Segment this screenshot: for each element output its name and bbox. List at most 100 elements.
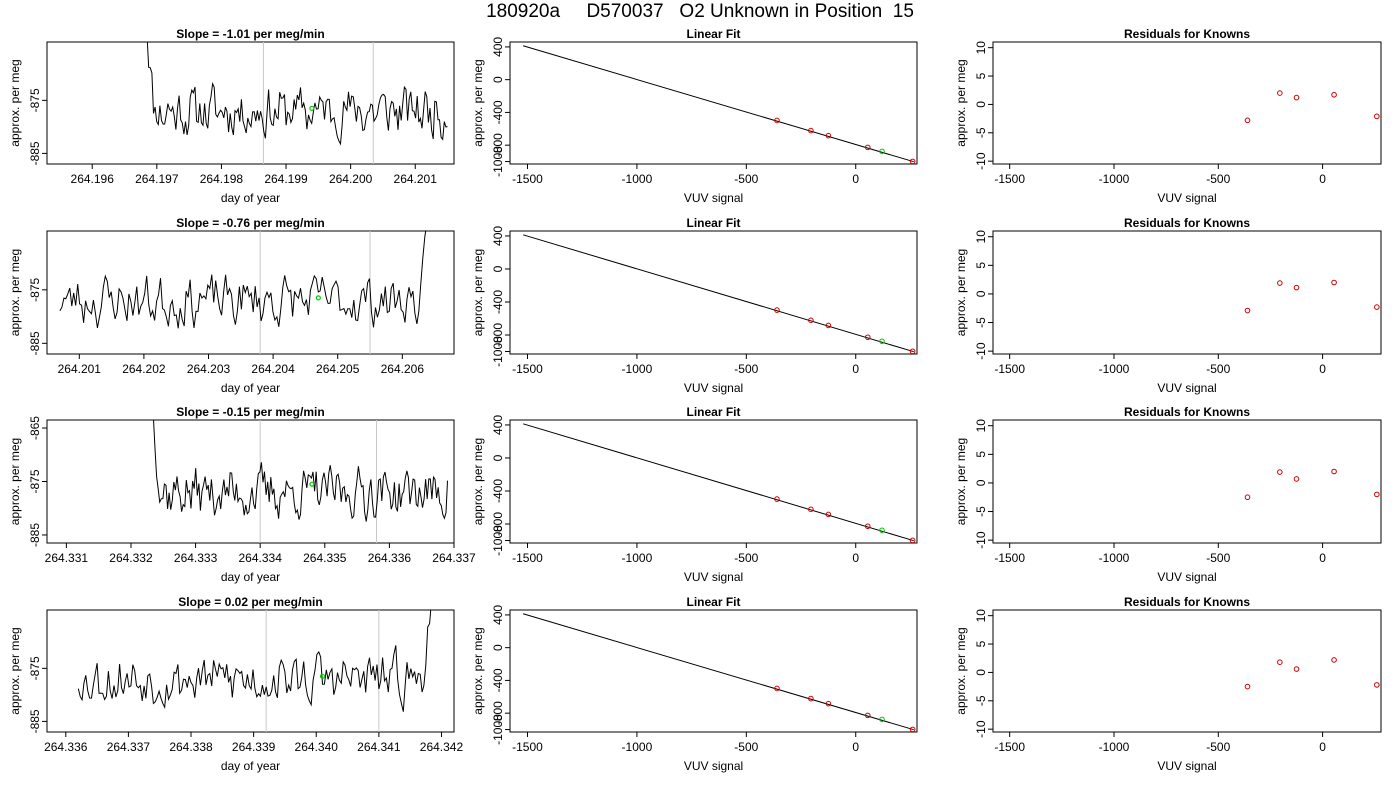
x-axis-label: day of year: [221, 191, 280, 205]
y-axis-label: approx. per meg: [471, 249, 485, 336]
x-tick-label: 0: [852, 740, 859, 754]
panel-title: Residuals for Knowns: [1124, 595, 1250, 609]
y-tick-label: 0: [974, 101, 988, 108]
plot-frame: [509, 41, 918, 165]
fit-line: [522, 45, 914, 163]
known-point: [864, 144, 871, 151]
x-tick-label: 264.340: [295, 740, 339, 754]
x-tick-label: -1000: [622, 551, 653, 565]
data-area: [77, 610, 432, 732]
y-tick-label: -1000: [491, 525, 505, 556]
known-point: [909, 726, 916, 732]
panel-4-3: Residuals for Knowns -1500 -1000 -500 0 -10 -5…: [954, 595, 1382, 773]
y-tick-label: -885: [28, 331, 42, 355]
known-point: [825, 322, 832, 329]
x-axis-label: VUV signal: [684, 570, 743, 584]
data-area: [522, 45, 916, 164]
y-tick-label: 5: [974, 451, 988, 458]
known-point: [1244, 307, 1251, 314]
x-tick-label: 264.202: [122, 362, 166, 376]
known-point: [774, 496, 780, 502]
panel-title: Slope = -0.15 per meg/min: [176, 405, 324, 419]
x-tick-label: 264.206: [381, 362, 425, 376]
y-tick-label: -800: [491, 323, 505, 347]
x-tick-label: 0: [852, 172, 859, 186]
x-axis-label: VUV signal: [1157, 381, 1216, 395]
fit-line: [522, 613, 914, 731]
panel-title: Linear Fit: [686, 595, 740, 609]
x-tick-label: -1000: [1099, 362, 1130, 376]
y-tick-label: 400: [491, 37, 505, 57]
data-area: [1244, 468, 1380, 501]
x-tick-label: 0: [1319, 740, 1326, 754]
y-axis-label: approx. per meg: [954, 59, 968, 146]
y-axis-label: approx. per meg: [8, 59, 22, 146]
plot-frame: [46, 41, 455, 165]
signal-trace: [146, 42, 448, 146]
y-tick-label: 0: [491, 265, 505, 272]
x-tick-label: 264.336: [368, 551, 412, 565]
x-tick-label: -1000: [622, 172, 653, 186]
y-tick-label: 0: [491, 454, 505, 461]
x-tick-label: 264.199: [264, 172, 308, 186]
plot-frame: [46, 419, 455, 544]
x-tick-label: -500: [1206, 740, 1230, 754]
x-axis-label: VUV signal: [684, 191, 743, 205]
panel-4-2: Linear Fit-1500 -1000 -500 0-1000-800-40004…: [471, 595, 918, 773]
panel-title: Slope = -1.01 per meg/min: [176, 27, 324, 41]
panel-3-1: Slope = -0.15 per meg/min 264.331 264.332 2…: [8, 405, 476, 584]
y-axis-label: approx. per meg: [8, 249, 22, 336]
data-area: [153, 420, 448, 543]
data-area: [146, 42, 448, 164]
y-axis-label: approx. per meg: [471, 59, 485, 146]
x-tick-label: -500: [1206, 551, 1230, 565]
data-area: [522, 423, 916, 543]
unknown-point: [879, 338, 885, 345]
known-point: [864, 334, 871, 341]
x-axis-label: VUV signal: [684, 381, 743, 395]
known-point: [1277, 469, 1283, 475]
x-tick-label: -1000: [1099, 551, 1130, 565]
known-point: [808, 317, 814, 324]
unknown-marker: [319, 673, 326, 679]
known-point: [1293, 94, 1300, 101]
x-tick-label: 264.338: [169, 740, 213, 754]
y-tick-label: 0: [974, 669, 988, 676]
plot-frame: [992, 41, 1382, 165]
x-tick-label: -1500: [994, 172, 1025, 186]
x-axis-label: day of year: [221, 381, 280, 395]
x-axis-label: VUV signal: [1157, 759, 1216, 773]
known-point: [1374, 113, 1380, 120]
known-point: [1374, 491, 1380, 498]
x-tick-label: 0: [852, 551, 859, 565]
y-tick-label: -400: [491, 479, 505, 503]
known-point: [864, 523, 871, 530]
panel-title: Residuals for Knowns: [1124, 405, 1250, 419]
unknown-point: [879, 148, 885, 155]
y-tick-label: 10: [974, 609, 988, 623]
known-point: [774, 685, 780, 692]
known-point: [909, 158, 916, 164]
x-tick-label: 264.339: [232, 740, 276, 754]
panel-title: Slope = -0.76 per meg/min: [176, 216, 324, 230]
x-tick-label: -1500: [512, 362, 543, 376]
x-tick-label: 264.334: [238, 551, 282, 565]
panel-4-1: Slope = 0.02 per meg/min 264.336 264.337 26…: [8, 595, 463, 773]
known-point: [1277, 659, 1283, 666]
x-tick-label: 264.196: [71, 172, 115, 186]
y-tick-label: -865: [28, 416, 42, 440]
x-tick-label: 264.332: [109, 551, 153, 565]
y-tick-label: 0: [974, 479, 988, 486]
plot-frame: [509, 230, 918, 355]
y-tick-label: 10: [974, 230, 988, 244]
y-tick-label: -800: [491, 133, 505, 157]
plot-frame: [992, 419, 1382, 544]
x-tick-label: 0: [1319, 551, 1326, 565]
known-point: [1374, 682, 1380, 688]
plot-frame: [46, 609, 455, 733]
x-tick-label: 264.337: [432, 551, 476, 565]
y-tick-label: 10: [974, 419, 988, 433]
panel-title: Residuals for Knowns: [1124, 27, 1250, 41]
x-tick-label: 264.341: [357, 740, 401, 754]
y-tick-label: 400: [491, 605, 505, 625]
